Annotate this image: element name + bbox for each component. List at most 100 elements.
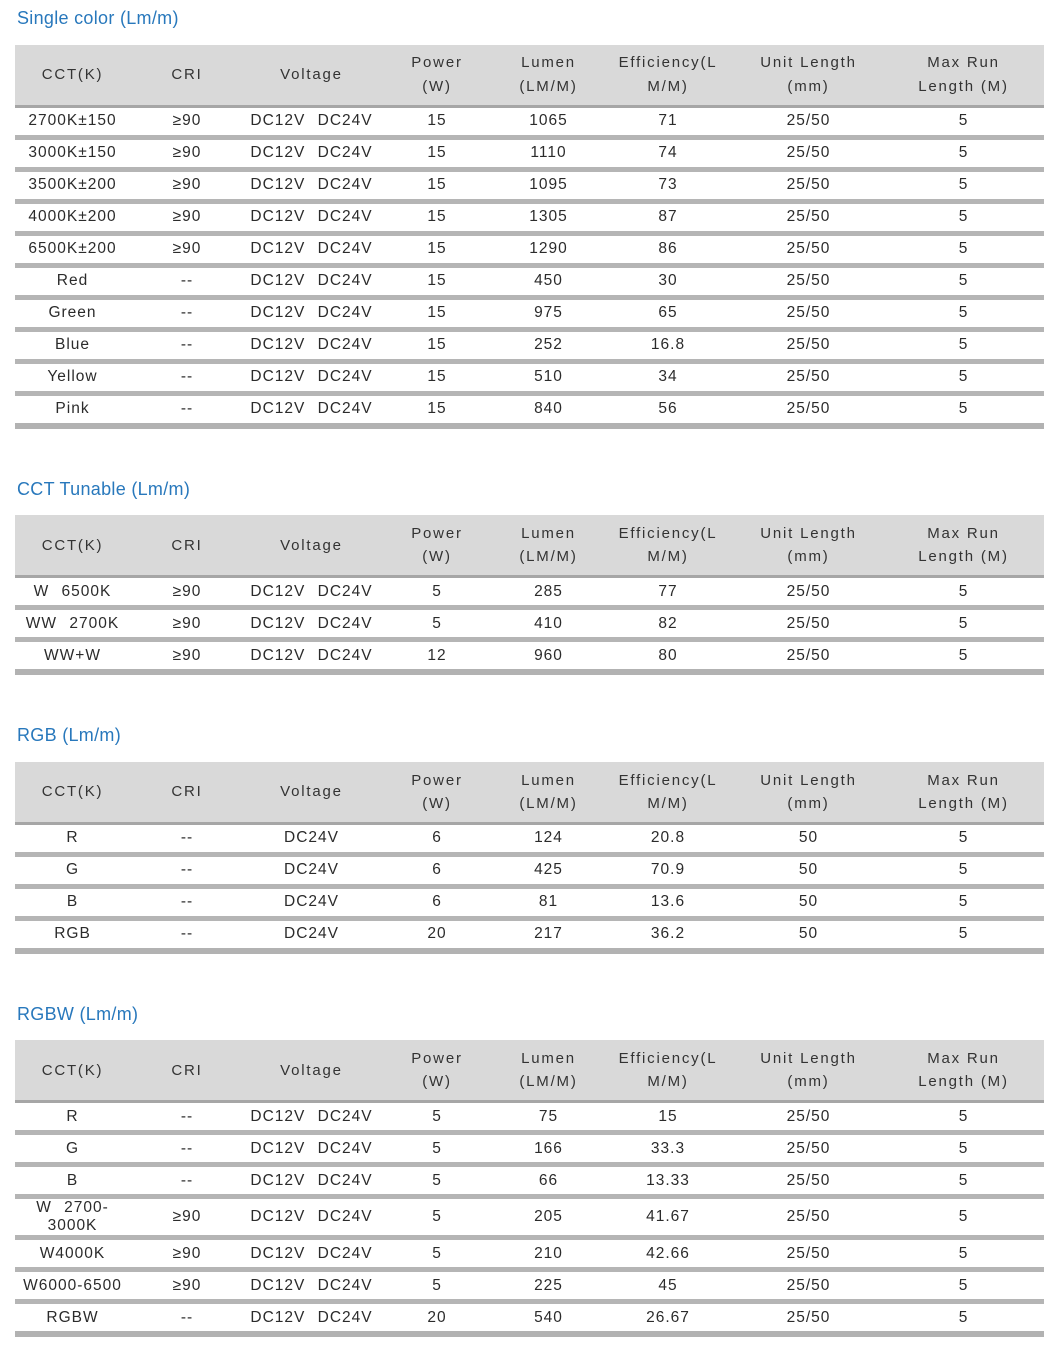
column-header: Lumen (LM/M) xyxy=(495,44,602,108)
cell: DC12V DC24V xyxy=(244,201,379,236)
cell: 960 xyxy=(495,639,602,676)
cell: 25/50 xyxy=(734,607,883,643)
rgb-spec-table: CCT(K) CRI Voltage Power (W) Lumen (LM/M) Effic… xyxy=(15,761,1044,954)
cell: 25/50 xyxy=(734,1301,883,1338)
cell: 5 xyxy=(883,137,1044,172)
header-row: CCT(K) CRI Voltage Power (W) Lumen (LM/M) Effic… xyxy=(15,515,1044,579)
column-header: Power (W) xyxy=(379,515,495,579)
cell: 210 xyxy=(495,1237,602,1273)
cell: DC12V DC24V xyxy=(244,106,379,140)
cell: 6 xyxy=(379,886,495,921)
cell: DC12V DC24V xyxy=(244,1132,379,1168)
single-color-spec-table: CCT(K) CRI Voltage Power (W) Lumen (LM/M) Effic… xyxy=(15,44,1044,429)
cell: 15 xyxy=(379,361,495,396)
cell: 25/50 xyxy=(734,576,883,611)
cell: 25/50 xyxy=(734,393,883,429)
cell: ≥90 xyxy=(130,1269,244,1305)
cell: 450 xyxy=(495,265,602,300)
table-row: RGBW -- DC12V DC24V 20 540 26.67 25/50 5 xyxy=(15,1301,1044,1338)
cell: 840 xyxy=(495,393,602,429)
header-row: CCT(K) CRI Voltage Power (W) Lumen (LM/M) Effic… xyxy=(15,44,1044,108)
cell: 70.9 xyxy=(602,854,734,889)
cell: 3000K±150 xyxy=(15,137,130,172)
cell: B xyxy=(15,886,130,921)
table-row: Green -- DC12V DC24V 15 975 65 25/50 5 xyxy=(15,297,1044,332)
cell: 33.3 xyxy=(602,1132,734,1168)
cell: 166 xyxy=(495,1132,602,1168)
cell: 25/50 xyxy=(734,639,883,676)
cell: DC24V xyxy=(244,918,379,954)
cell: 25/50 xyxy=(734,297,883,332)
table-row: 3500K±200 ≥90 DC12V DC24V 15 1095 73 25/50 5 xyxy=(15,169,1044,204)
cell: 80 xyxy=(602,639,734,676)
cell: R xyxy=(15,1101,130,1136)
cell: DC12V DC24V xyxy=(244,1196,379,1241)
cell: 5 xyxy=(379,1269,495,1305)
cell: 25/50 xyxy=(734,1196,883,1241)
cell: 25/50 xyxy=(734,1101,883,1136)
cell: DC12V DC24V xyxy=(244,1301,379,1338)
cell: 6 xyxy=(379,823,495,857)
table-row: Pink -- DC12V DC24V 15 840 56 25/50 5 xyxy=(15,393,1044,429)
cell: 5 xyxy=(883,393,1044,429)
cell: 25/50 xyxy=(734,1132,883,1168)
column-header: Unit Length (mm) xyxy=(734,44,883,108)
cell: 5 xyxy=(883,1301,1044,1338)
cell: 41.67 xyxy=(602,1196,734,1241)
cell: DC12V DC24V xyxy=(244,265,379,300)
cell: DC12V DC24V xyxy=(244,1269,379,1305)
cell: 5 xyxy=(883,361,1044,396)
cell: 25/50 xyxy=(734,233,883,268)
cell: 5 xyxy=(883,169,1044,204)
cell: -- xyxy=(130,361,244,396)
cell: 5 xyxy=(379,1164,495,1200)
section-title-cct-tunable: CCT Tunable (Lm/m) xyxy=(17,478,191,499)
cell: DC12V DC24V xyxy=(244,576,379,611)
cell: -- xyxy=(130,918,244,954)
cell: 50 xyxy=(734,823,883,857)
column-header: Lumen (LM/M) xyxy=(495,1040,602,1104)
cell: RGB xyxy=(15,918,130,954)
cell: Pink xyxy=(15,393,130,429)
column-header: CCT(K) xyxy=(15,1040,130,1104)
cell: 25/50 xyxy=(734,169,883,204)
cell: 15 xyxy=(379,297,495,332)
column-header: Voltage xyxy=(244,1040,379,1104)
table-row: B -- DC24V 6 81 13.6 50 5 xyxy=(15,886,1044,921)
cell: 13.6 xyxy=(602,886,734,921)
cell: ≥90 xyxy=(130,137,244,172)
cell: DC12V DC24V xyxy=(244,607,379,643)
cell: -- xyxy=(130,1164,244,1200)
table-row: R -- DC24V 6 124 20.8 50 5 xyxy=(15,823,1044,857)
column-header: Unit Length (mm) xyxy=(734,1040,883,1104)
cell: 5 xyxy=(883,823,1044,857)
column-header: Unit Length (mm) xyxy=(734,515,883,579)
table-row: G -- DC12V DC24V 5 166 33.3 25/50 5 xyxy=(15,1132,1044,1168)
cell: 124 xyxy=(495,823,602,857)
column-header: Max Run Length (M) xyxy=(883,44,1044,108)
cell: 5 xyxy=(883,106,1044,140)
column-header: Max Run Length (M) xyxy=(883,761,1044,825)
cell: 50 xyxy=(734,918,883,954)
cell: Blue xyxy=(15,329,130,364)
cell: W 2700-3000K xyxy=(15,1196,130,1241)
table-row: WW+W ≥90 DC12V DC24V 12 960 80 25/50 5 xyxy=(15,639,1044,676)
cell: 5 xyxy=(883,1237,1044,1273)
cell: 5 xyxy=(883,918,1044,954)
column-header: CRI xyxy=(130,515,244,579)
column-header: CCT(K) xyxy=(15,515,130,579)
cell: Green xyxy=(15,297,130,332)
cell: 82 xyxy=(602,607,734,643)
table-row: 3000K±150 ≥90 DC12V DC24V 15 1110 74 25/50 5 xyxy=(15,137,1044,172)
cell: 15 xyxy=(379,137,495,172)
cell: 25/50 xyxy=(734,106,883,140)
table-row: 2700K±150 ≥90 DC12V DC24V 15 1065 71 25/50 5 xyxy=(15,106,1044,140)
cell: 25/50 xyxy=(734,201,883,236)
cell: 30 xyxy=(602,265,734,300)
cell: 3500K±200 xyxy=(15,169,130,204)
cell: 15 xyxy=(379,233,495,268)
table-row: W4000K ≥90 DC12V DC24V 5 210 42.66 25/50 5 xyxy=(15,1237,1044,1273)
table-row: Blue -- DC12V DC24V 15 252 16.8 25/50 5 xyxy=(15,329,1044,364)
column-header: Lumen (LM/M) xyxy=(495,761,602,825)
cell: -- xyxy=(130,823,244,857)
